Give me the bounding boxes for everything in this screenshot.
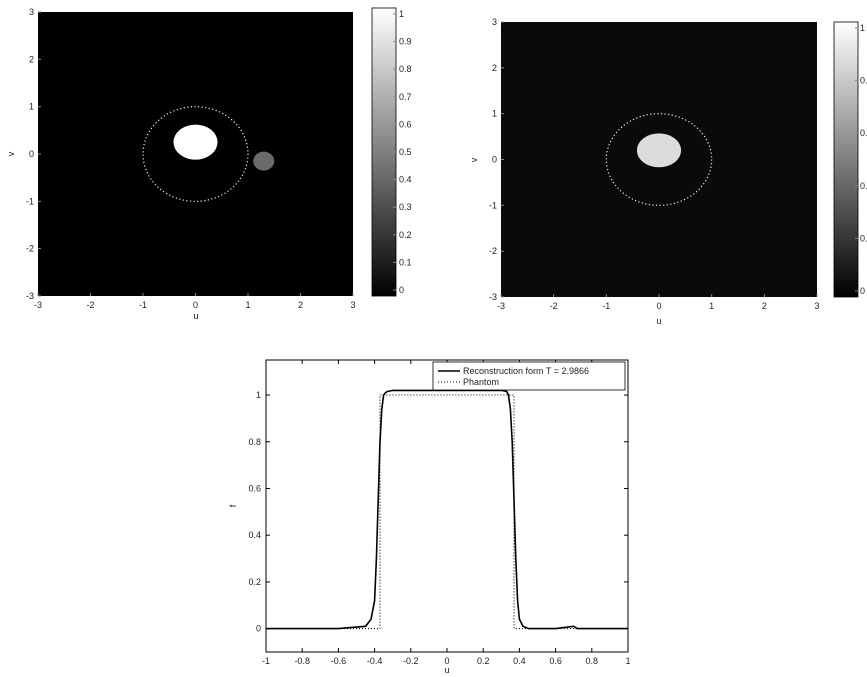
colorbar-tick-label: 0.8 <box>399 64 412 74</box>
x-tick-label: 1 <box>625 656 630 666</box>
y-tick-label: 0.2 <box>248 577 261 587</box>
x-tick-label: -3 <box>497 301 505 311</box>
x-tick-label: 0 <box>656 301 661 311</box>
object-0 <box>173 124 218 160</box>
colorbar-tick-label: 0.1 <box>399 257 412 267</box>
colorbar-tick-label: 0.9 <box>399 37 412 47</box>
x-tick-label: 0.2 <box>477 656 490 666</box>
colorbar <box>371 7 397 297</box>
colorbar-tick-label: 1 <box>399 9 404 19</box>
x-tick-label: 0 <box>193 300 198 310</box>
y-tick-label: -3 <box>489 292 497 302</box>
dotted-circle <box>605 113 713 206</box>
colorbar-tick-label: 0. <box>860 233 867 243</box>
y-tick-label: -2 <box>489 246 497 256</box>
x-axis-label: u <box>444 665 449 675</box>
x-tick-label: -1 <box>602 301 610 311</box>
y-tick-label: 0 <box>29 149 34 159</box>
colorbar-tick-label: 0. <box>860 181 867 191</box>
x-axis-label: u <box>656 316 661 326</box>
y-tick-label: 0 <box>492 155 497 165</box>
colorbar-tick-label: 0.2 <box>399 230 412 240</box>
x-tick-label: -1 <box>262 656 270 666</box>
x-tick-label: 2 <box>298 300 303 310</box>
legend-label: Reconstruction form T = 2.9866 <box>463 366 589 376</box>
x-tick-label: 3 <box>350 300 355 310</box>
colorbar-tick-label: 0. <box>860 76 867 86</box>
x-tick-label: -1 <box>139 300 147 310</box>
phantom-line <box>266 394 628 630</box>
colorbar-tick-label: 0 <box>860 286 865 296</box>
x-tick-label: 3 <box>814 301 819 311</box>
x-tick-label: 1 <box>709 301 714 311</box>
y-tick-label: 1 <box>492 109 497 119</box>
y-tick-label: 0 <box>256 624 261 634</box>
y-axis-label: f <box>228 504 238 507</box>
colorbar-tick-label: 0.7 <box>399 92 412 102</box>
x-tick-label: -3 <box>34 300 42 310</box>
y-tick-label: 1 <box>29 102 34 112</box>
x-tick-label: 0.6 <box>549 656 562 666</box>
y-tick-label: 2 <box>29 54 34 64</box>
y-axis-label: v <box>6 151 16 156</box>
y-tick-label: 0.4 <box>248 530 261 540</box>
y-tick-label: 3 <box>492 17 497 27</box>
colorbar-tick-label: 0. <box>860 128 867 138</box>
legend-box <box>432 361 626 391</box>
x-tick-label: -2 <box>86 300 94 310</box>
plot-area <box>265 359 629 653</box>
y-tick-label: 3 <box>29 7 34 17</box>
object-1 <box>253 151 275 171</box>
dotted-circle <box>142 106 249 202</box>
colorbar-tick-label: 0.6 <box>399 119 412 129</box>
y-tick-label: 0.6 <box>248 483 261 493</box>
colorbar-tick-label: 0.4 <box>399 175 412 185</box>
colorbar-tick-label: 0.3 <box>399 202 412 212</box>
legend-label: Phantom <box>463 377 499 387</box>
colorbar-tick-label: 1 <box>860 23 865 33</box>
y-tick-label: 0.8 <box>248 437 261 447</box>
x-tick-label: 1 <box>245 300 250 310</box>
x-tick-label: 0.4 <box>513 656 526 666</box>
y-tick-label: 2 <box>492 63 497 73</box>
colorbar-tick-label: 0 <box>399 285 404 295</box>
object-0 <box>636 133 682 168</box>
x-axis-label: u <box>193 311 198 321</box>
x-tick-label: 2 <box>762 301 767 311</box>
y-tick-label: -1 <box>26 196 34 206</box>
top-right-panel: -3 -2 -1 0 1 2 3 3 2 1 0 -1 -2 -3 u v 1 0. 0. 0. 0. 0 <box>469 17 867 326</box>
x-tick-label: 0.8 <box>586 656 599 666</box>
colorbar <box>833 21 859 298</box>
x-tick-label: -0.6 <box>331 656 347 666</box>
y-tick-label: -3 <box>26 291 34 301</box>
x-tick-label: -0.2 <box>403 656 419 666</box>
y-tick-label: -2 <box>26 244 34 254</box>
x-tick-label: -0.4 <box>367 656 383 666</box>
y-tick-label: 1 <box>256 390 261 400</box>
bottom-line-panel: -1 -0.8 -0.6 -0.4 -0.2 0 0.2 0.4 0.6 0.8 1 0 0.2 0.4… <box>228 359 631 675</box>
y-tick-label: -1 <box>489 200 497 210</box>
x-tick-label: -0.8 <box>294 656 310 666</box>
top-left-panel: -3 -2 -1 0 1 2 3 3 2 1 0 -1 -2 -3 u v 1 0.9 0.8 0.7 0.6 0… <box>6 7 412 321</box>
colorbar-tick-label: 0.5 <box>399 147 412 157</box>
x-tick-label: 0 <box>444 656 449 666</box>
x-tick-label: -2 <box>550 301 558 311</box>
y-axis-label: v <box>469 157 479 162</box>
